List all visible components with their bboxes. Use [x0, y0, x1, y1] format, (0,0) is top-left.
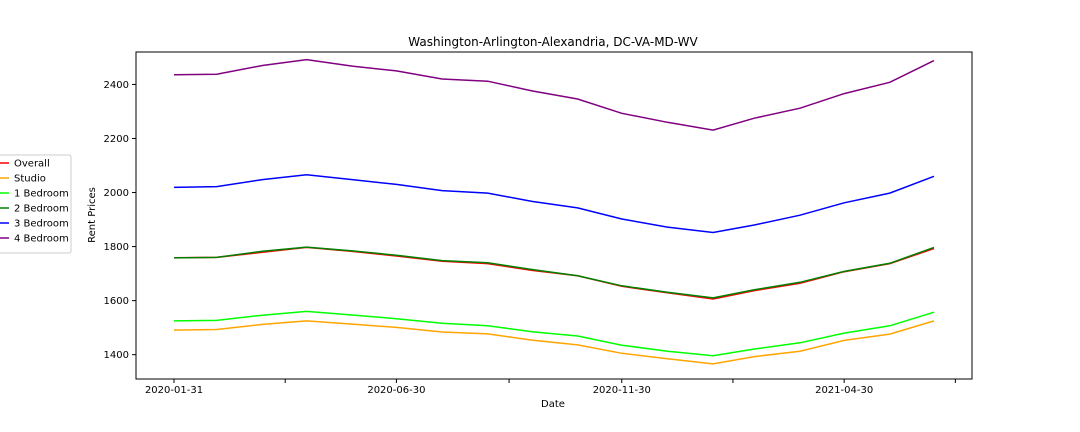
y-tick-label: 2200: [104, 134, 129, 145]
x-axis-label: Date: [541, 399, 565, 410]
y-tick-label: 2000: [104, 188, 129, 199]
chart-title: Washington-Arlington-Alexandria, DC-VA-M…: [408, 35, 698, 49]
y-tick-label: 1400: [104, 350, 129, 361]
series-line-1-bedroom: [173, 310, 935, 357]
y-tick-label: 2400: [104, 80, 129, 91]
series-line-4-bedroom: [173, 58, 935, 131]
series-line-2-bedroom: [173, 246, 935, 299]
series-line-studio: [173, 320, 935, 365]
legend-label: Studio: [14, 174, 46, 185]
legend-label: 3 Bedroom: [14, 219, 69, 230]
legend-label: Overall: [14, 159, 50, 170]
x-tick-label: 2020-11-30: [593, 385, 651, 396]
x-tick-label: 2020-01-31: [145, 385, 203, 396]
plot-frame: [135, 51, 973, 380]
legend: Overall Studio 1 Bedroom 2 Bedroom 3 Bedroom…: [0, 154, 72, 254]
legend-label: 1 Bedroom: [14, 189, 69, 200]
legend-label: 2 Bedroom: [14, 204, 69, 215]
y-tick-label: 1800: [104, 242, 129, 253]
series-line-3-bedroom: [173, 173, 935, 234]
legend-box: [0, 154, 72, 254]
legend-label: 4 Bedroom: [14, 234, 69, 245]
y-tick-label: 1600: [104, 296, 129, 307]
plot-area: 1400 1600 1800 2000 2200 2400 2020-01-31 2020-0…: [104, 51, 973, 396]
y-axis-label: Rent Prices: [87, 187, 98, 243]
x-tick-label: 2021-04-30: [815, 385, 873, 396]
x-tick-label: 2020-06-30: [367, 385, 425, 396]
